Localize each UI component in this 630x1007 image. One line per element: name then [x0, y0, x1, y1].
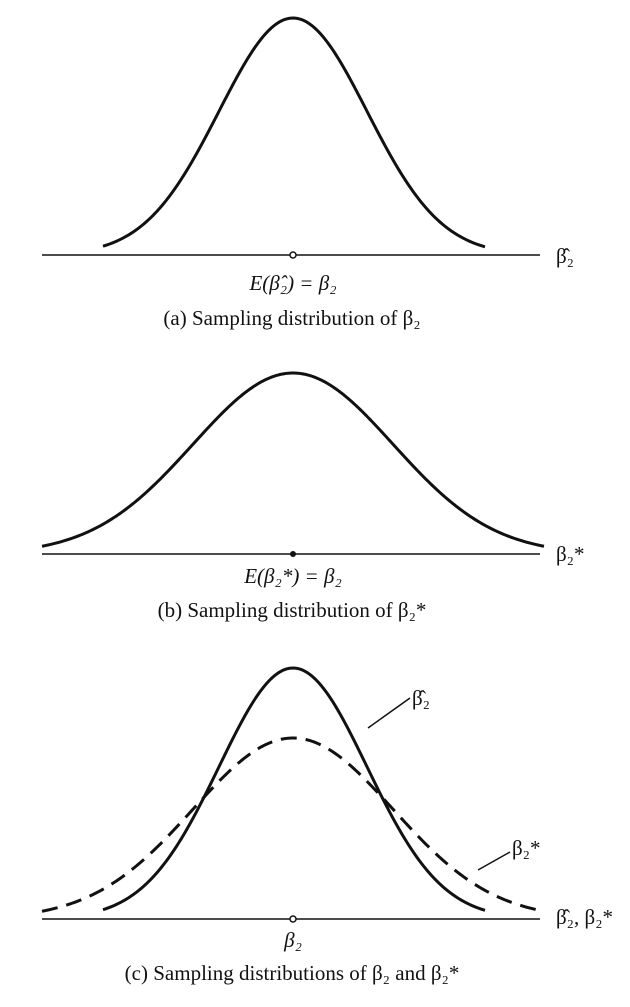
sampling-curve	[102, 666, 486, 912]
sampling-curve-dashed	[41, 736, 545, 913]
axis-label: β₂*	[556, 542, 585, 566]
leader-line	[477, 851, 511, 871]
mean-marker	[289, 251, 297, 259]
mean-marker	[289, 915, 297, 923]
center-label: E(β₂*) = β₂	[243, 564, 342, 588]
curve-label: β̂₂	[412, 686, 430, 710]
center-label: E(β̂₂) = β₂	[248, 271, 336, 295]
axis-label: β̂₂	[556, 244, 574, 268]
caption: (b) Sampling distribution of β₂*	[158, 598, 427, 622]
mean-marker	[290, 551, 296, 557]
caption: (a) Sampling distribution of β₂	[163, 306, 420, 330]
caption: (c) Sampling distributions of β₂ and β₂*	[125, 961, 460, 985]
center-label: β₂	[283, 928, 302, 952]
axis-label: β̂₂, β₂*	[556, 905, 613, 929]
sampling-curve	[102, 16, 486, 249]
sampling-curve	[41, 371, 545, 548]
leader-line	[367, 697, 411, 729]
curve-label: β₂*	[512, 836, 541, 860]
